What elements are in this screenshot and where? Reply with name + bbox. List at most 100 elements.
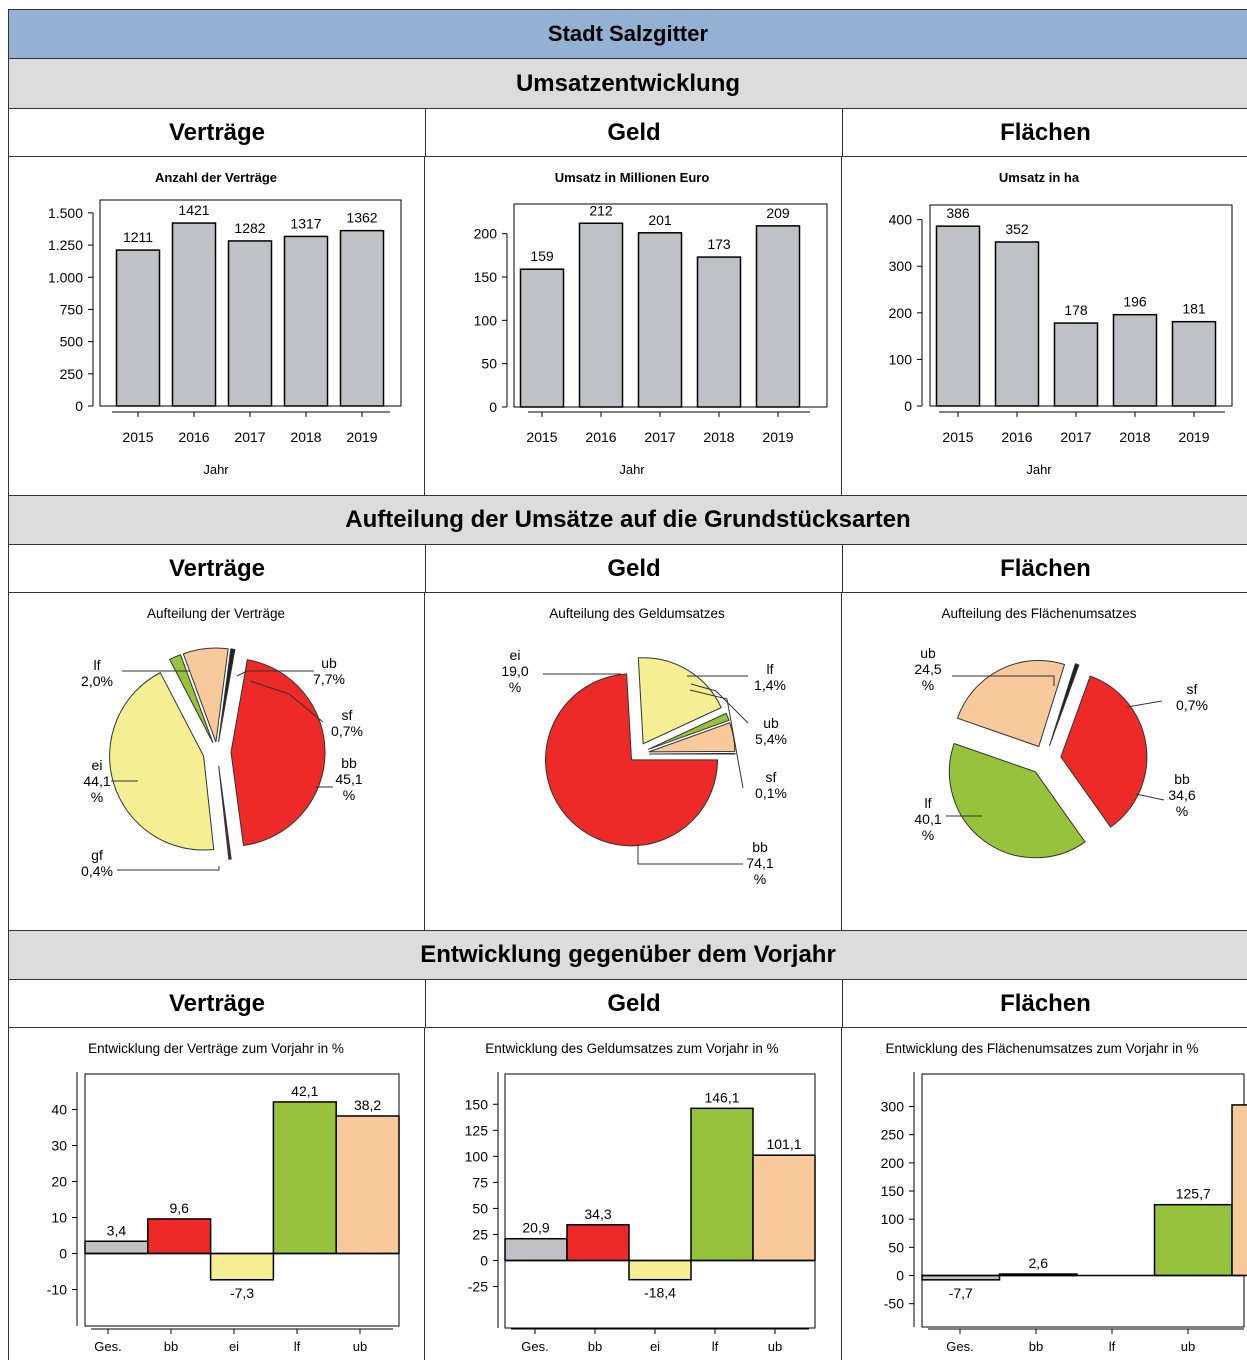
bar <box>227 240 273 407</box>
slice-label: 0,4% <box>81 863 113 879</box>
x-axis-label: Jahr <box>203 462 229 477</box>
slice-label: bb <box>341 755 357 771</box>
bar <box>752 1154 816 1262</box>
chart-anzahl-vertraege: Anzahl der Verträge 0 250 500 750 1.000 1.250 1… <box>48 170 402 477</box>
pie-slice-bb <box>230 659 326 847</box>
bar-value-label: 1362 <box>346 210 377 226</box>
bar-value-label: 386 <box>946 205 970 221</box>
slice-label: 2,0% <box>81 673 113 689</box>
slice-label: 0,1% <box>755 785 787 801</box>
y-tick-label: 40 <box>51 1102 67 1118</box>
bar-value-label: 209 <box>766 205 790 221</box>
slice-label: 74,1 <box>746 855 773 871</box>
pie-slice-bb <box>1060 675 1148 828</box>
page-title: Stadt Salzgitter <box>8 9 1247 59</box>
x-tick-label: Ges. <box>521 1339 548 1354</box>
slice-label: 0,7% <box>331 723 363 739</box>
slice-label: ei <box>92 757 103 773</box>
leader-line <box>1126 700 1163 708</box>
column-header-geld: Geld <box>426 545 843 592</box>
x-tick-label: Ges. <box>94 1339 121 1354</box>
y-tick-label: 30 <box>51 1138 67 1154</box>
x-tick-label: 2019 <box>346 429 377 445</box>
pie-slice-lf <box>647 712 730 750</box>
slice-label: 7,7% <box>313 671 345 687</box>
leader-line <box>637 844 743 865</box>
bar-value-label: 352 <box>1005 221 1029 237</box>
bar-value-label: 3,4 <box>107 1222 127 1238</box>
pie-slice-bb <box>545 673 719 847</box>
column-header-flaechen: Flächen <box>1000 989 1091 1017</box>
slice-label: 24,5 <box>914 661 941 677</box>
bar <box>755 225 801 408</box>
pie-slice-lf <box>168 654 214 744</box>
bar <box>84 1240 149 1255</box>
pie-slice-ei <box>109 671 215 851</box>
x-tick-label: 2018 <box>290 429 321 445</box>
y-tick-label: 75 <box>472 1174 488 1190</box>
chart-title: Entwicklung des Geldumsatzes zum Vorjahr… <box>485 1041 778 1056</box>
bar <box>171 222 217 407</box>
y-tick-label: 200 <box>881 1155 905 1171</box>
chart-title: Entwicklung der Verträge zum Vorjahr in … <box>88 1041 344 1056</box>
pie-slice-ub <box>182 647 229 743</box>
bar <box>1153 1203 1233 1277</box>
column-headers-3: Verträge Geld Flächen <box>8 980 1247 1028</box>
bar-value-label: 101,1 <box>766 1136 801 1152</box>
x-tick-label: 2017 <box>1060 429 1091 445</box>
bar <box>578 222 624 408</box>
chart-title: Aufteilung des Flächenumsatzes <box>941 606 1136 621</box>
slice-label: % <box>922 827 934 843</box>
pie-slice-sf <box>648 752 736 755</box>
bar-value-label: -18,4 <box>644 1285 676 1301</box>
chart-title: Anzahl der Verträge <box>155 170 277 185</box>
y-tick-label: 0 <box>904 398 912 414</box>
leader-line <box>117 866 220 871</box>
bar-value-label: 42,1 <box>291 1083 318 1099</box>
y-tick-label: 300 <box>889 258 913 274</box>
pie-slice-sf <box>218 648 236 743</box>
x-axis-label: Jahr <box>619 462 645 477</box>
y-tick-label: 300 <box>881 1099 905 1115</box>
bar <box>935 225 981 407</box>
bar-value-label: 196 <box>1123 294 1147 310</box>
y-tick-label: 50 <box>472 1200 488 1216</box>
chart-title: Umsatz in ha <box>999 170 1080 185</box>
y-tick-label: 100 <box>465 1148 489 1164</box>
y-tick-label: -25 <box>468 1279 488 1295</box>
y-tick-label: 150 <box>881 1183 905 1199</box>
column-header-vertraege: Verträge <box>9 545 426 592</box>
bar-value-label: 201 <box>648 212 672 228</box>
y-tick-label: 500 <box>60 334 84 350</box>
slice-label: % <box>754 871 766 887</box>
bar <box>1053 322 1099 407</box>
x-tick-label: 2015 <box>942 429 973 445</box>
x-tick-label: 2016 <box>178 429 209 445</box>
bar-value-label: 178 <box>1064 302 1088 318</box>
slice-label: 45,1 <box>335 771 362 787</box>
y-tick-label: 750 <box>60 301 84 317</box>
chart-title: Entwicklung des Flächenumsatzes zum Vorj… <box>886 1041 1199 1056</box>
bar-value-label: 146,1 <box>704 1089 739 1105</box>
leader-line <box>249 680 324 723</box>
slice-label: bb <box>1174 771 1190 787</box>
bar <box>1231 1104 1247 1277</box>
x-tick-label: ub <box>1181 1339 1195 1354</box>
bar-value-label: 1317 <box>290 215 321 231</box>
slice-label: bb <box>752 839 768 855</box>
x-tick-label: 2018 <box>703 429 734 445</box>
slice-label: gf <box>91 847 103 863</box>
pie-slice-lf <box>948 742 1086 859</box>
bar-value-label: 125,7 <box>1176 1186 1211 1202</box>
x-tick-label: 2016 <box>1001 429 1032 445</box>
y-tick-label: 0 <box>59 1246 67 1262</box>
x-tick-label: 2017 <box>644 429 675 445</box>
x-tick-label: 2019 <box>1178 429 1209 445</box>
slice-label: ub <box>763 715 779 731</box>
column-header-vertraege: Verträge <box>9 980 426 1027</box>
x-tick-label: 2016 <box>585 429 616 445</box>
y-tick-label: 0 <box>896 1268 904 1284</box>
x-tick-label: ei <box>229 1339 239 1354</box>
